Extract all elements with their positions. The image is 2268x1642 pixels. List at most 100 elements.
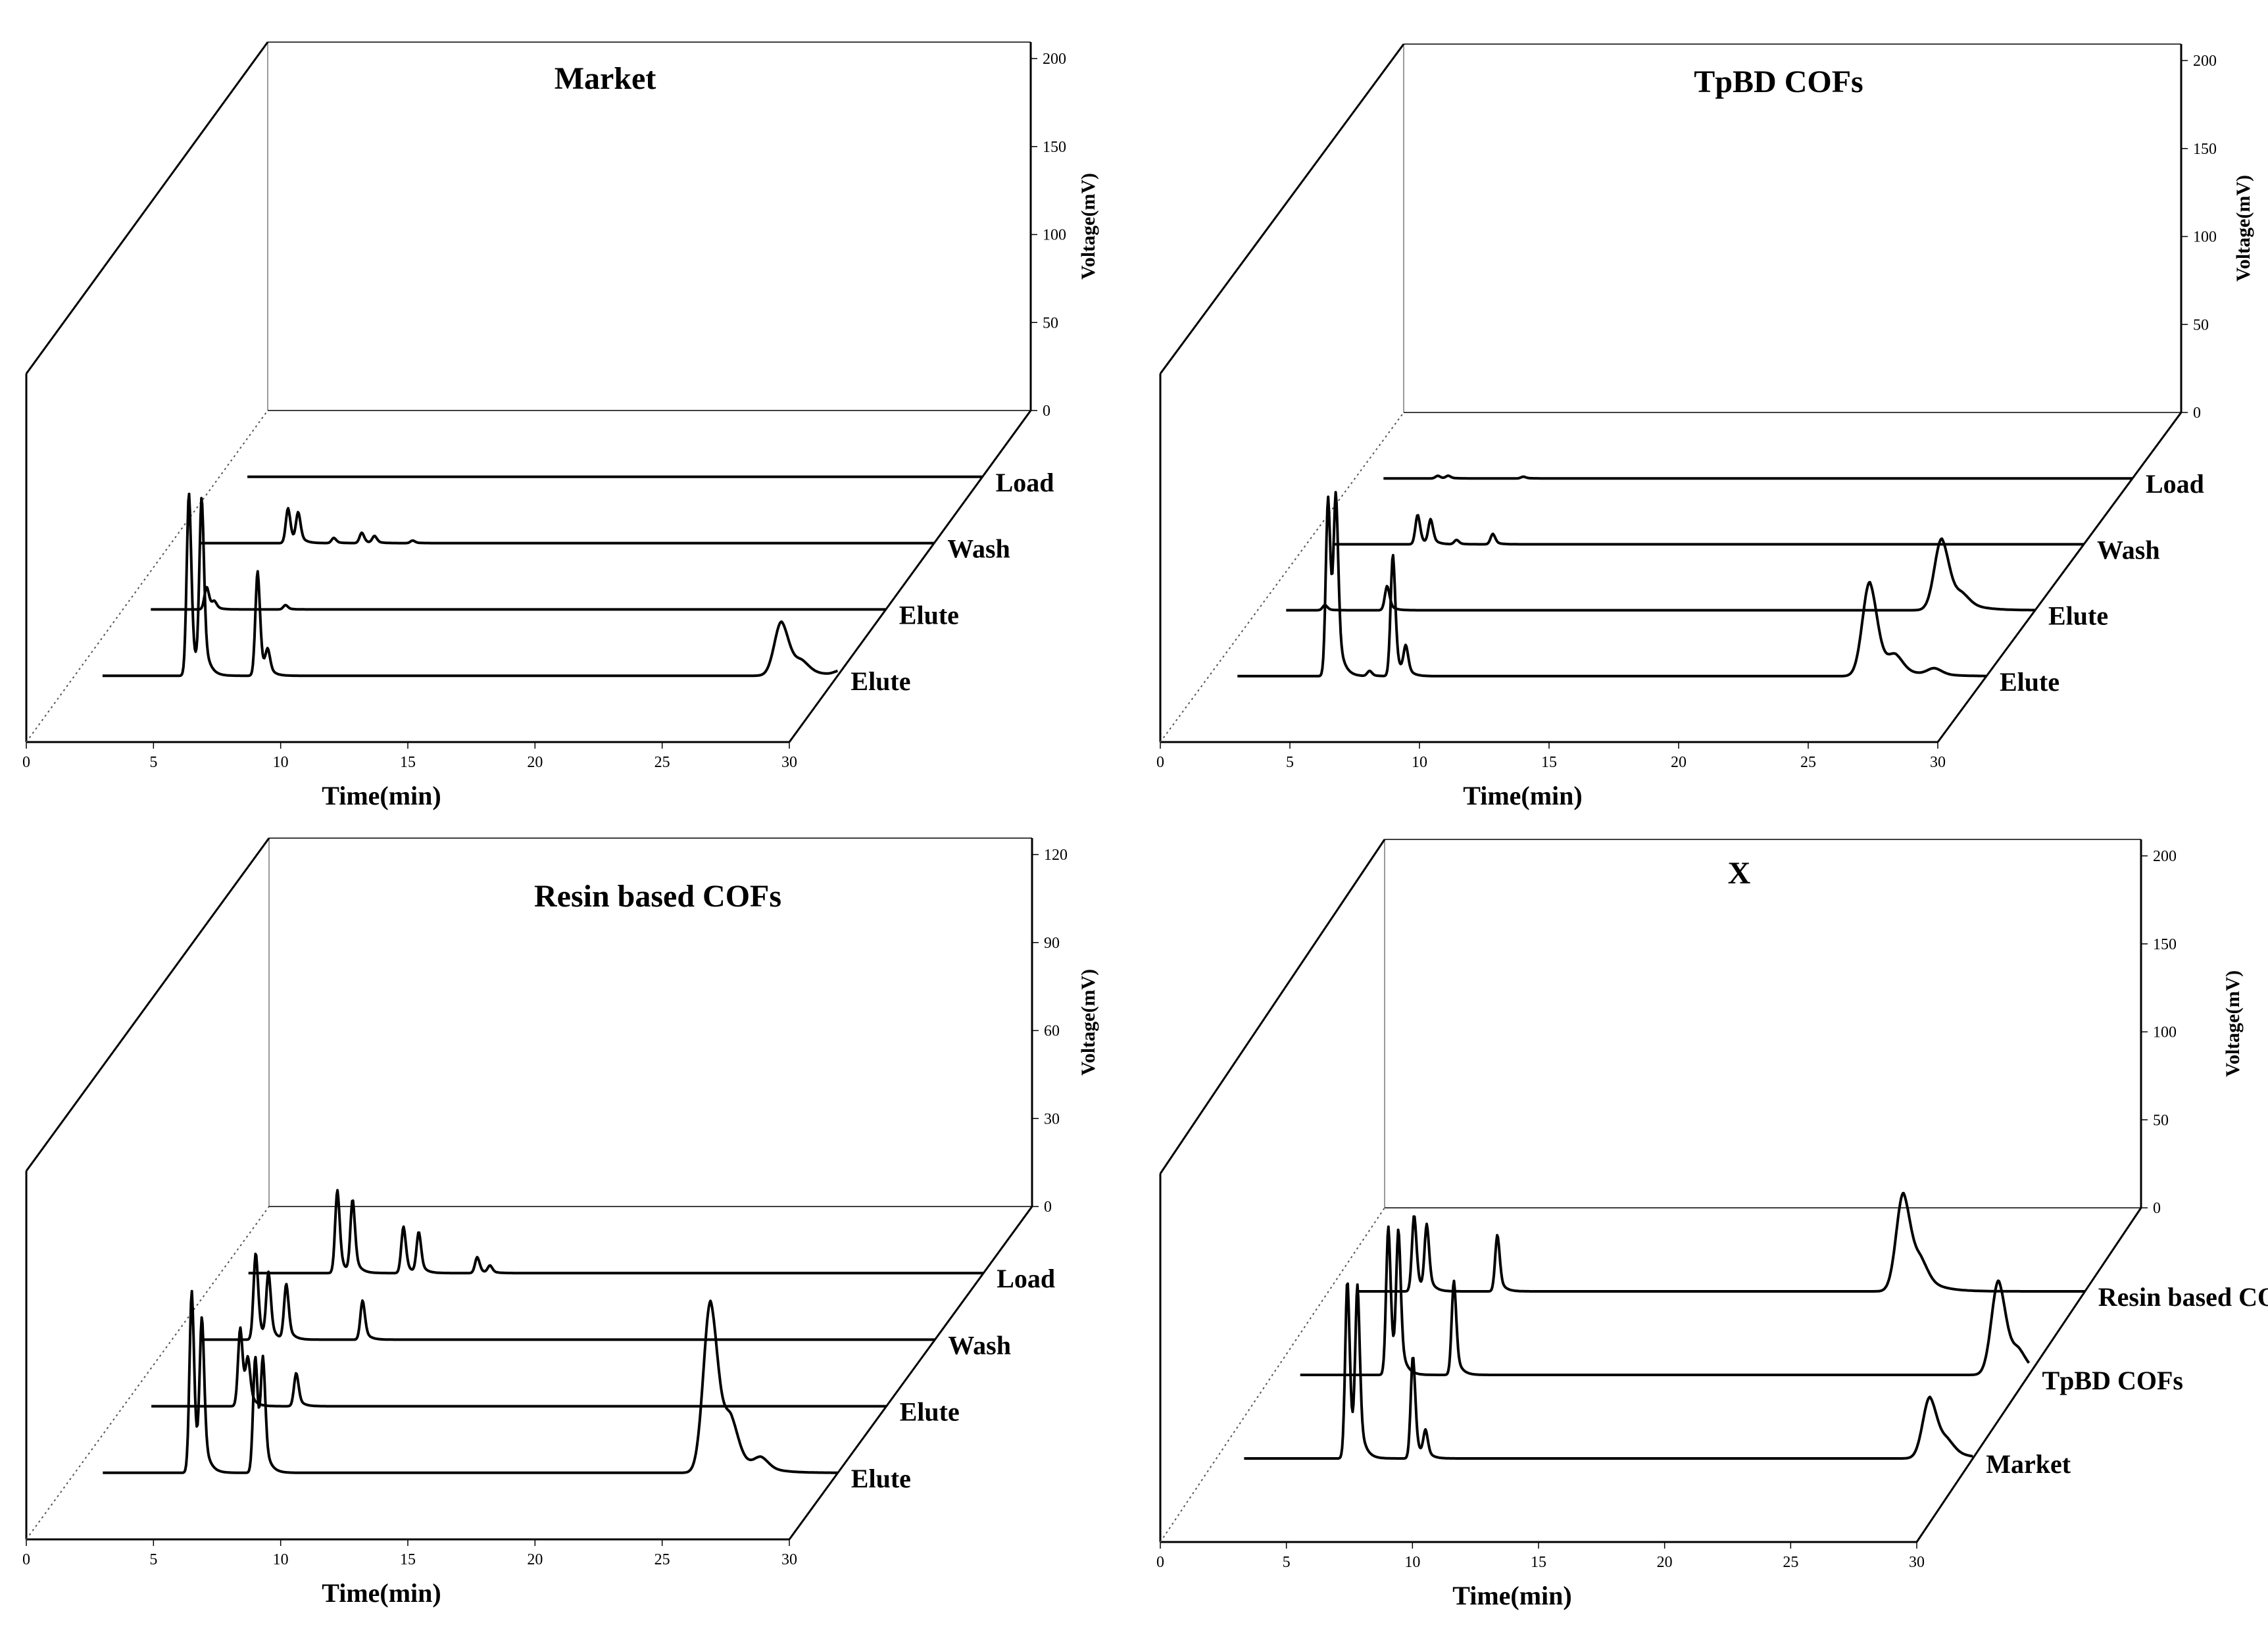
- y-axis-label: Voltage(mV): [2232, 175, 2254, 282]
- x-tick-label: 25: [654, 1551, 670, 1568]
- floor-right-depth-line: [788, 1206, 1033, 1540]
- x-axis-label: Time(min): [322, 781, 441, 810]
- series-label-elute: Elute: [900, 1397, 960, 1427]
- top-depth-line: [25, 41, 269, 374]
- series-line-tpbd-cofs: [1299, 1225, 2031, 1376]
- series-label-load: Load: [996, 468, 1054, 497]
- y-tick-label: 0: [2153, 1200, 2161, 1217]
- series-line-wash: [199, 1253, 936, 1341]
- floor-right-depth-line: [1915, 1207, 2142, 1543]
- floor-left-depth-line: [1160, 412, 1404, 743]
- x-tick-label: 10: [273, 1551, 289, 1568]
- x-tick-label: 5: [149, 1551, 157, 1568]
- x-axis-label: Time(min): [1452, 1581, 1571, 1610]
- y-tick-label: 0: [1043, 403, 1050, 420]
- x-tick-label: 20: [1657, 1554, 1673, 1571]
- y-tick-label: 200: [2153, 848, 2177, 865]
- chart-resin-based-cofs-svg: Resin based COFs 0 5 10 15 20 25 30 Time(min) 0 30…: [22, 837, 1099, 1608]
- x-tick-label: 25: [654, 754, 670, 771]
- series-line-elute: [151, 1326, 887, 1408]
- y-tick-label: 60: [1044, 1023, 1060, 1040]
- series-label-elute: Elute: [899, 600, 959, 630]
- y-axis-label: Voltage(mV): [1077, 173, 1099, 280]
- series-label-elute: Elute: [851, 666, 910, 696]
- series-label-market: Market: [1986, 1449, 2071, 1479]
- series-line-market: [1243, 1282, 1973, 1460]
- x-tick-label: 0: [22, 1551, 30, 1568]
- x-tick-label: 0: [22, 754, 30, 771]
- y-tick-label: 150: [2153, 936, 2177, 953]
- series-label-load: Load: [2146, 469, 2204, 499]
- x-tick-label: 20: [527, 754, 543, 771]
- series-line-elute: [150, 585, 887, 611]
- series-label-elute: Elute: [851, 1464, 911, 1493]
- top-depth-line: [1159, 43, 1405, 374]
- x-tick-label: 30: [1930, 754, 1946, 771]
- series-line-wash: [1334, 514, 2084, 546]
- x-tick-label: 10: [1412, 754, 1427, 771]
- x-tick-label: 15: [400, 754, 416, 771]
- floor-right-depth-line: [1936, 412, 2182, 743]
- series-line-load: [248, 1189, 984, 1275]
- series-line-elute: [102, 492, 839, 678]
- y-tick-label: 90: [1044, 935, 1060, 952]
- x-tick-label: 20: [527, 1551, 543, 1568]
- series-label-resin-based-cofs: Resin based COFs: [2098, 1282, 2268, 1312]
- floor-left-depth-line: [26, 410, 268, 743]
- series-label-load: Load: [997, 1264, 1055, 1293]
- y-tick-label: 100: [2193, 229, 2217, 246]
- series-line-resin-based-cofs: [1356, 1191, 2086, 1293]
- chart-title: Resin based COFs: [534, 879, 781, 914]
- series-label-wash: Wash: [2097, 535, 2160, 564]
- x-tick-label: 25: [1783, 1554, 1798, 1571]
- floor-left-depth-line: [1160, 1207, 1385, 1543]
- series-line-load: [1383, 474, 2133, 480]
- series-line-elute: [1237, 491, 1987, 678]
- series-label-elute: Elute: [2048, 601, 2108, 631]
- x-tick-label: 15: [400, 1551, 416, 1568]
- y-tick-label: 150: [2193, 141, 2217, 158]
- top-depth-line: [25, 837, 270, 1172]
- series-label-wash: Wash: [947, 534, 1010, 564]
- y-tick-label: 100: [1043, 227, 1066, 244]
- x-tick-label: 25: [1800, 754, 1816, 771]
- y-tick-label: 200: [1043, 51, 1066, 68]
- y-tick-label: 50: [1043, 314, 1058, 332]
- y-tick-label: 120: [1044, 847, 1068, 864]
- series-label-wash: Wash: [948, 1330, 1011, 1360]
- floor-left-depth-line: [26, 1206, 270, 1540]
- x-axis-label: Time(min): [1463, 781, 1582, 810]
- y-axis-label: Voltage(mV): [2222, 970, 2244, 1077]
- x-tick-label: 20: [1671, 754, 1687, 771]
- y-tick-label: 100: [2153, 1024, 2177, 1041]
- chart-panel-tpbd-cofs: TpBD COFs 0 5 10 15 20 25 30 Time(min) 0 50 100 150 2…: [1134, 0, 2268, 821]
- x-tick-label: 15: [1541, 754, 1557, 771]
- x-tick-label: 10: [1404, 1554, 1420, 1571]
- chart-title: TpBD COFs: [1694, 64, 1863, 99]
- series-line-wash: [199, 507, 935, 545]
- series-line-elute: [102, 1289, 839, 1474]
- y-axis-label: Voltage(mV): [1077, 969, 1099, 1076]
- series-line-elute: [1285, 537, 2036, 612]
- top-depth-line: [1159, 839, 1386, 1174]
- series-label-tpbd-cofs: TpBD COFs: [2042, 1366, 2184, 1395]
- x-axis-label: Time(min): [322, 1578, 441, 1608]
- y-tick-label: 50: [2153, 1112, 2169, 1129]
- chart-title: Market: [555, 61, 656, 96]
- y-tick-label: 50: [2193, 316, 2209, 334]
- chart-tpbd-cofs-svg: TpBD COFs 0 5 10 15 20 25 30 Time(min) 0 50 100 150 2…: [1156, 43, 2254, 810]
- floor-right-depth-line: [788, 410, 1032, 743]
- x-tick-label: 10: [273, 754, 289, 771]
- x-tick-label: 30: [781, 754, 797, 771]
- chart-market-svg: Market 0 5 10 15 20 25 30 Time(min) 0 50 100 150 200 V…: [22, 41, 1099, 810]
- x-tick-label: 30: [781, 1551, 797, 1568]
- series-label-elute: Elute: [2000, 667, 2059, 697]
- chart-panel-resin-based-cofs: Resin based COFs 0 5 10 15 20 25 30 Time(min) 0 30…: [0, 821, 1134, 1642]
- y-tick-label: 200: [2193, 53, 2217, 70]
- chart-panel-market: Market 0 5 10 15 20 25 30 Time(min) 0 50 100 150 200 V…: [0, 0, 1134, 821]
- x-tick-label: 5: [149, 754, 157, 771]
- y-tick-label: 0: [2193, 405, 2201, 422]
- chart-title: X: [1728, 856, 1751, 891]
- chart-x-svg: X 0 5 10 15 20 25 30 Time(min) 0 50 100 150 200 Voltag…: [1156, 839, 2268, 1610]
